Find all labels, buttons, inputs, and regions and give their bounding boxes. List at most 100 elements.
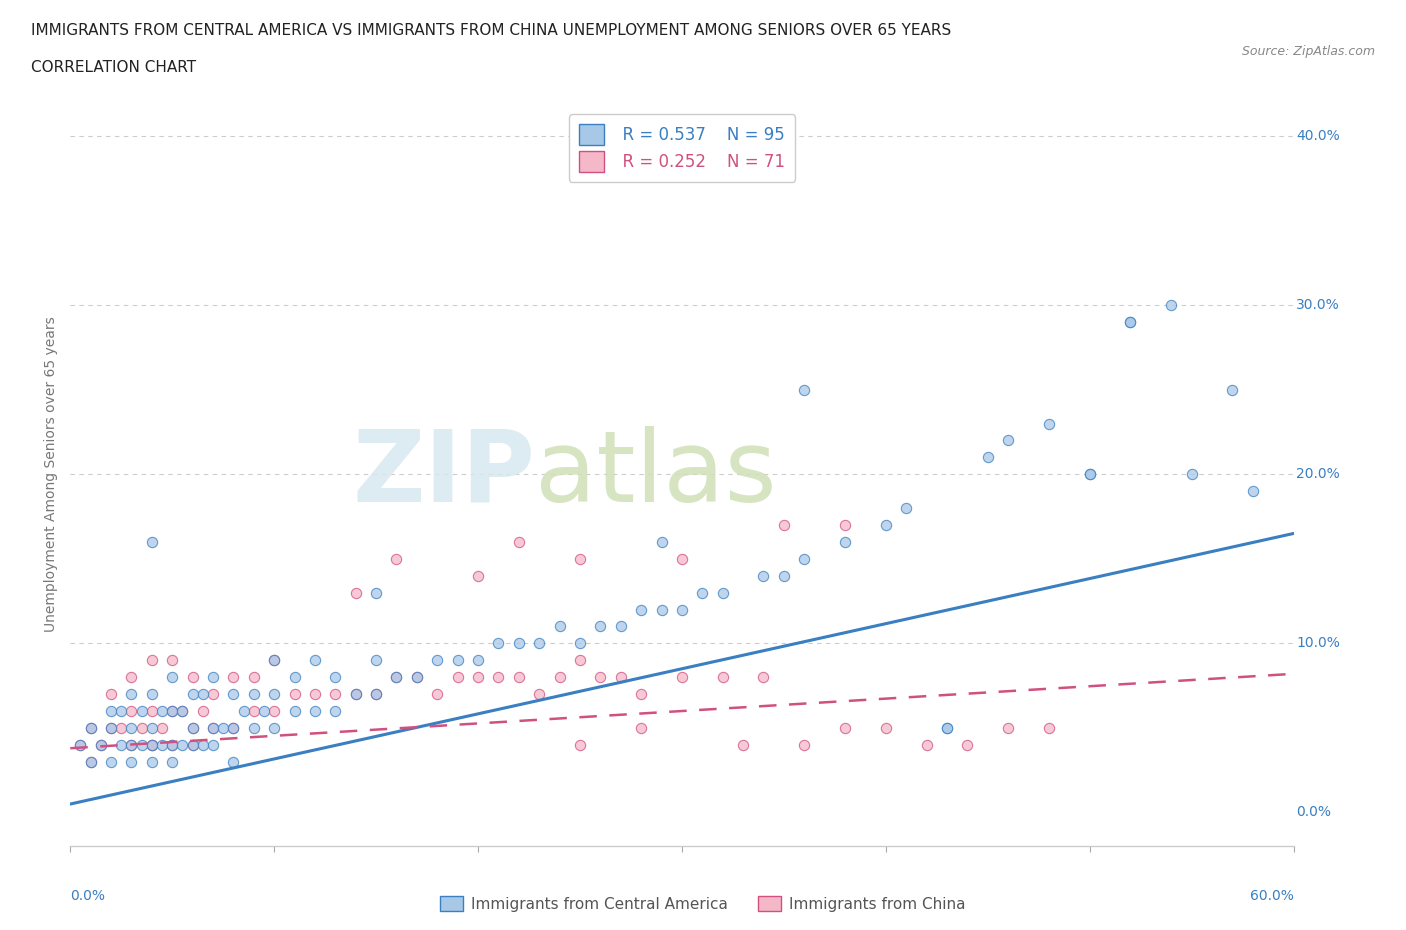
Point (447, 653, 470, 668)
Point (181, 686, 204, 701)
Point (121, 754, 143, 769)
Point (344, 585, 367, 600)
Point (222, 721, 245, 736)
Point (406, 670, 429, 684)
Point (1181, 467, 1204, 482)
Point (284, 686, 307, 701)
Point (610, 670, 633, 684)
Point (141, 737, 163, 752)
Point (508, 670, 530, 684)
Point (110, 704, 132, 719)
Point (650, 602, 672, 617)
Point (323, 704, 347, 719)
Point (172, 704, 194, 719)
Point (90, 737, 112, 752)
Text: 10.0%: 10.0% (1296, 636, 1340, 650)
Point (548, 670, 571, 684)
Point (243, 721, 266, 736)
Point (141, 704, 163, 719)
Point (121, 737, 143, 752)
Point (956, 737, 979, 752)
Point (834, 535, 856, 550)
Point (894, 500, 917, 515)
Point (976, 450, 998, 465)
Point (834, 518, 856, 533)
Point (181, 721, 204, 736)
Point (100, 721, 122, 736)
Point (191, 704, 214, 719)
Point (568, 551, 592, 566)
Point (467, 653, 489, 668)
Point (529, 686, 551, 701)
Point (131, 704, 153, 719)
Point (426, 686, 449, 701)
Point (172, 737, 194, 752)
Point (150, 737, 173, 752)
Point (488, 670, 510, 684)
Point (447, 670, 470, 684)
Point (671, 670, 693, 684)
Point (100, 686, 122, 701)
Point (875, 518, 897, 533)
Point (733, 737, 755, 752)
Point (141, 535, 163, 550)
Point (589, 670, 612, 684)
Point (568, 636, 592, 651)
Point (243, 670, 266, 684)
Point (793, 551, 815, 566)
Point (671, 602, 693, 617)
Point (467, 568, 489, 583)
Point (1241, 484, 1264, 498)
Point (150, 704, 173, 719)
Text: 60.0%: 60.0% (1250, 888, 1294, 903)
Point (690, 585, 713, 600)
Point (202, 670, 225, 684)
Point (222, 670, 245, 684)
Point (121, 670, 143, 684)
Point (90, 737, 112, 752)
Point (467, 670, 489, 684)
Point (162, 653, 183, 668)
Point (630, 686, 652, 701)
Point (172, 704, 194, 719)
Point (263, 653, 285, 668)
Point (793, 737, 815, 752)
Point (69, 737, 91, 752)
Point (141, 686, 163, 701)
Point (150, 721, 173, 736)
Text: IMMIGRANTS FROM CENTRAL AMERICA VS IMMIGRANTS FROM CHINA UNEMPLOYMENT AMONG SENI: IMMIGRANTS FROM CENTRAL AMERICA VS IMMIG… (31, 23, 952, 38)
Point (162, 670, 183, 684)
Point (752, 568, 775, 583)
Point (263, 704, 285, 719)
Point (141, 737, 163, 752)
Point (212, 721, 235, 736)
Text: ZIP: ZIP (353, 426, 536, 523)
Point (263, 653, 285, 668)
Point (1119, 314, 1142, 329)
Point (630, 721, 652, 736)
Point (222, 754, 245, 769)
Point (589, 619, 612, 634)
Legend: Immigrants from Central America, Immigrants from China: Immigrants from Central America, Immigra… (434, 889, 972, 918)
Point (253, 704, 276, 719)
Legend:   R = 0.537    N = 95,   R = 0.252    N = 71: R = 0.537 N = 95, R = 0.252 N = 71 (569, 114, 794, 181)
Text: Source: ZipAtlas.com: Source: ZipAtlas.com (1241, 45, 1375, 58)
Point (1038, 721, 1060, 736)
Point (304, 704, 326, 719)
Point (121, 737, 143, 752)
Point (752, 670, 775, 684)
Point (304, 686, 326, 701)
Point (243, 686, 266, 701)
Point (488, 636, 510, 651)
Point (508, 636, 530, 651)
Text: CORRELATION CHART: CORRELATION CHART (31, 60, 195, 75)
Text: atlas: atlas (536, 426, 776, 523)
Text: 20.0%: 20.0% (1296, 467, 1340, 482)
Point (1220, 382, 1243, 397)
Point (1078, 467, 1101, 482)
Point (141, 721, 163, 736)
Point (385, 551, 408, 566)
Point (1119, 314, 1142, 329)
Point (997, 721, 1019, 736)
Point (79, 754, 103, 769)
